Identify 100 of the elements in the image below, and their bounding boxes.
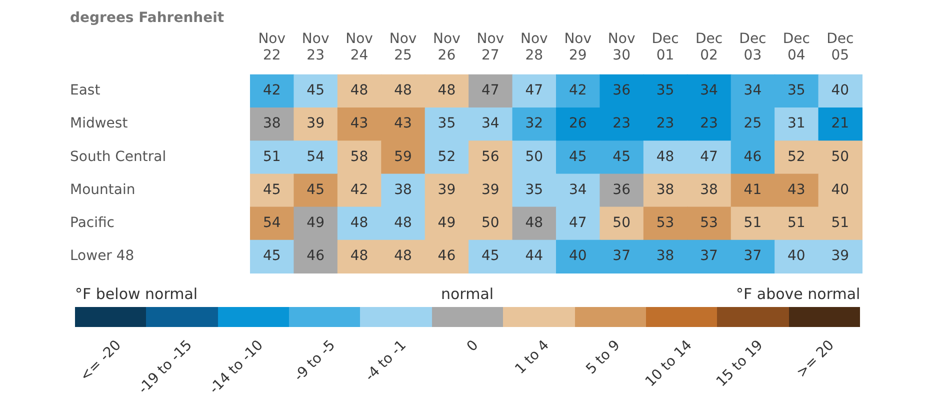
data-label: 42 (568, 82, 587, 99)
data-label: 47 (568, 214, 587, 231)
data-label: 46 (438, 248, 456, 264)
data-label: 36 (612, 82, 631, 99)
data-label: 39 (831, 248, 850, 264)
data-label: 42 (262, 82, 281, 99)
data-label: 38 (700, 182, 718, 198)
x-tick-label: Nov 26 (433, 30, 460, 64)
data-label: 32 (525, 116, 544, 132)
data-label: 34 (744, 82, 762, 99)
data-label: 54 (262, 214, 281, 231)
data-label: 35 (656, 82, 674, 99)
data-label: 40 (788, 248, 806, 264)
y-tick-label: Lower 48 (70, 248, 134, 264)
data-label: 48 (438, 82, 456, 99)
data-label: 38 (656, 182, 674, 198)
data-label: 44 (525, 248, 544, 264)
data-label: 34 (482, 116, 500, 132)
data-label: 23 (700, 116, 718, 132)
data-label: 42 (350, 182, 368, 198)
data-label: 40 (568, 248, 587, 264)
data-label: 46 (744, 148, 762, 165)
data-label: 23 (612, 116, 630, 132)
x-tick-label: Nov 23 (302, 30, 330, 64)
data-label: 45 (306, 82, 324, 99)
data-label: 47 (482, 82, 500, 99)
text: °F above normal (736, 285, 860, 303)
data-label: 36 (612, 182, 631, 198)
category-label: 0 (463, 337, 482, 355)
category-label: <= -20 (76, 337, 124, 385)
y-tick-label: Midwest (70, 116, 128, 132)
data-label: 48 (350, 82, 368, 99)
x-tick-label: Nov 28 (520, 30, 548, 64)
data-label: 48 (350, 214, 368, 231)
data-label: 34 (700, 82, 718, 99)
data-label: 39 (482, 182, 500, 198)
data-label: 59 (394, 148, 412, 165)
y-tick-label: Mountain (70, 182, 136, 198)
data-label: 45 (262, 182, 281, 198)
x-tick-label: Nov 30 (608, 30, 636, 64)
category-label: -4 to -1 (362, 337, 410, 385)
y-tick-label: Pacific (70, 214, 114, 231)
x-tick-label: Dec 05 (826, 30, 854, 64)
category-label: >= 20 (794, 337, 838, 381)
category-label: -14 to -10 (206, 337, 267, 398)
chart-title: degrees Fahrenheit (70, 10, 224, 26)
data-label: 45 (482, 248, 500, 264)
data-label: 35 (525, 182, 544, 198)
x-tick-label: Nov 22 (258, 30, 286, 64)
x-tick-label: Nov 24 (346, 30, 373, 64)
data-label: 37 (612, 248, 630, 264)
data-label: 37 (700, 248, 718, 264)
data-label: 43 (350, 116, 368, 132)
data-label: 51 (831, 214, 850, 231)
data-label: 49 (306, 214, 324, 231)
data-label: 25 (744, 116, 762, 132)
data-label: 35 (438, 116, 456, 132)
data-label: 50 (482, 214, 500, 231)
data-label: 38 (262, 116, 281, 132)
data-label: 48 (525, 214, 544, 231)
data-label: 50 (831, 148, 850, 165)
category-label: -19 to -15 (135, 337, 196, 398)
data-label: 50 (612, 214, 630, 231)
data-label: 38 (656, 248, 674, 264)
data-label: 48 (394, 214, 412, 231)
data-label: 21 (831, 116, 850, 132)
data-label: 48 (656, 148, 674, 165)
x-tick-label: Dec 02 (695, 30, 723, 64)
data-label: 37 (744, 248, 762, 264)
data-label: 48 (394, 248, 412, 264)
y-tick-label: East (70, 82, 101, 99)
data-label: 41 (744, 182, 762, 198)
data-label: 47 (525, 82, 544, 99)
data-label: 58 (350, 148, 368, 165)
x-tick-label: Dec 03 (739, 30, 766, 64)
data-label: 43 (788, 182, 806, 198)
data-label: 46 (306, 248, 325, 264)
category-label: -9 to -5 (291, 337, 338, 385)
x-tick-label: Nov 25 (389, 30, 417, 64)
x-tick-label: Dec 04 (782, 30, 810, 64)
x-tick-label: Nov 29 (564, 30, 592, 64)
y-tick-label: South Central (70, 148, 166, 165)
text: normal (441, 285, 494, 303)
data-label: 54 (306, 148, 325, 165)
data-label: 26 (568, 116, 587, 132)
data-label: 45 (306, 182, 324, 198)
data-label: 34 (568, 182, 587, 198)
data-label: 49 (438, 214, 456, 231)
data-label: 51 (744, 214, 762, 231)
x-tick-label: Nov 27 (476, 30, 504, 64)
data-label: 45 (568, 148, 587, 165)
data-label: 48 (350, 248, 368, 264)
text: °F below normal (75, 285, 198, 303)
data-label: 39 (306, 116, 324, 132)
data-label: 56 (482, 148, 500, 165)
data-label: 38 (394, 182, 412, 198)
category-label: 15 to 19 (713, 337, 766, 390)
data-label: 53 (700, 214, 718, 231)
data-label: 31 (788, 116, 806, 132)
data-label: 53 (656, 214, 674, 231)
